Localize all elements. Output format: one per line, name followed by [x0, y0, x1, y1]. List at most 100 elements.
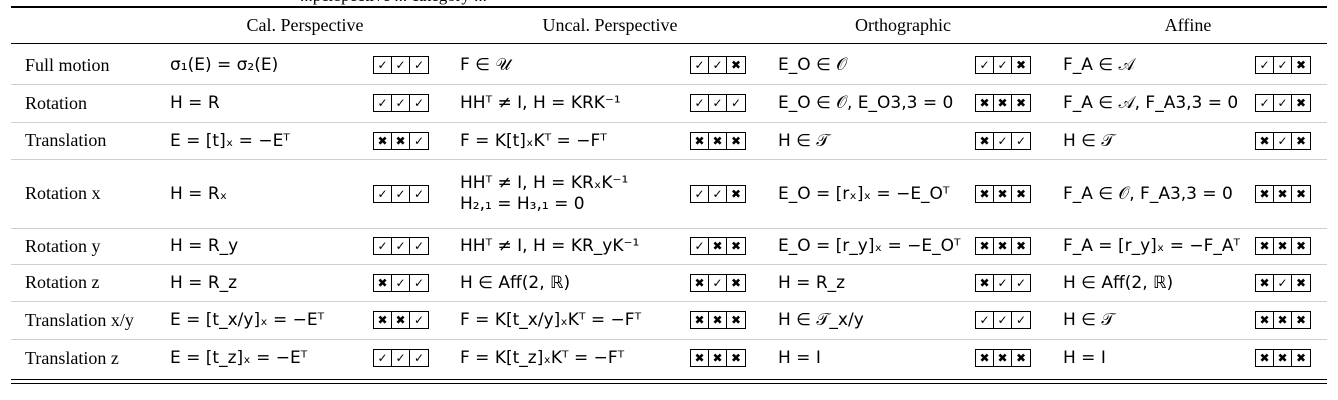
check-icon: ✓	[691, 238, 709, 254]
checkmark-group-affine: ✖ ✓ ✖	[1255, 132, 1311, 150]
checkmark-group-orthographic: ✓ ✓ ✖	[975, 56, 1031, 74]
formula-uncal-perspective: F = K[t_x/y]ₓKᵀ = −Fᵀ	[460, 310, 642, 330]
cross-icon: ✖	[1295, 134, 1307, 148]
table-row: Full motion σ₁(E) = σ₂(E) ✓ ✓ ✓ F ∈ 𝒰 ✓ ✓ ✖ E_O ∈…	[0, 46, 1338, 84]
checkmark-group-affine: ✖ ✖ ✖	[1255, 185, 1311, 203]
formula-cal-perspective: H = R	[170, 93, 220, 113]
cross-icon: ✖	[1015, 187, 1027, 201]
formula-line: H₂,₁ = H₃,₁ = 0	[460, 193, 585, 214]
check-icon: ✓	[392, 95, 410, 111]
checkmark-group-cal-perspective: ✓ ✓ ✓	[373, 237, 429, 255]
check-icon: ✓	[392, 275, 410, 291]
formula-affine: F_A = [r_y]ₓ = −F_Aᵀ	[1063, 236, 1241, 256]
cross-icon: ✖	[392, 133, 410, 149]
check-icon: ✓	[994, 275, 1012, 291]
bottom-rule	[11, 379, 1327, 380]
checkmark-group-orthographic: ✖ ✓ ✓	[975, 274, 1031, 292]
check-icon: ✓	[976, 57, 994, 73]
bottom-rule-double	[11, 383, 1327, 384]
formula-uncal-perspective: HHᵀ ≠ I, H = KRK⁻¹	[460, 93, 621, 113]
check-icon: ✓	[1274, 57, 1292, 73]
check-icon: ✓	[413, 96, 425, 110]
checkmark-group-cal-perspective: ✖ ✖ ✓	[373, 132, 429, 150]
check-icon: ✓	[730, 96, 742, 110]
row-divider	[11, 228, 1327, 229]
formula-cal-perspective: H = Rₓ	[170, 183, 228, 204]
row-label: Translation	[25, 130, 107, 150]
cross-icon: ✖	[1295, 187, 1307, 201]
cross-icon: ✖	[691, 275, 709, 291]
cross-icon: ✖	[730, 239, 742, 253]
check-icon: ✓	[709, 95, 727, 111]
check-icon: ✓	[1274, 275, 1292, 291]
check-icon: ✓	[1256, 57, 1274, 73]
formula-uncal-perspective: F = K[t]ₓKᵀ = −Fᵀ	[460, 130, 607, 151]
check-icon: ✓	[374, 57, 392, 73]
checkmark-group-uncal-perspective: ✖ ✖ ✖	[690, 311, 746, 329]
cross-icon: ✖	[709, 238, 727, 254]
check-icon: ✓	[994, 312, 1012, 328]
cross-icon: ✖	[1274, 312, 1292, 328]
checkmark-group-uncal-perspective: ✖ ✓ ✖	[690, 274, 746, 292]
top-rule	[11, 6, 1327, 8]
formula-orthographic: E_O = [rₓ]ₓ = −E_Oᵀ	[778, 183, 950, 204]
cross-icon: ✖	[976, 350, 994, 366]
formula-cal-perspective: σ₁(E) = σ₂(E)	[170, 55, 279, 75]
checkmark-group-affine: ✓ ✓ ✖	[1255, 94, 1311, 112]
check-icon: ✓	[413, 187, 425, 201]
row-label: Translation x/y	[25, 309, 134, 330]
cross-icon: ✖	[1256, 133, 1274, 149]
checkmark-group-orthographic: ✖ ✖ ✖	[975, 349, 1031, 367]
check-icon: ✓	[413, 58, 425, 72]
formula-orthographic: H = R_z	[778, 272, 846, 293]
cross-icon: ✖	[976, 95, 994, 111]
column-header-affine: Affine	[1164, 15, 1212, 35]
row-label: Full motion	[25, 54, 110, 75]
checkmark-group-orthographic: ✖ ✓ ✓	[975, 132, 1031, 150]
checkmark-group-cal-perspective: ✓ ✓ ✓	[373, 56, 429, 74]
cross-icon: ✖	[1295, 58, 1307, 72]
row-divider	[11, 301, 1327, 302]
cross-icon: ✖	[730, 276, 742, 290]
check-icon: ✓	[1274, 95, 1292, 111]
check-icon: ✓	[374, 95, 392, 111]
cross-icon: ✖	[1295, 351, 1307, 365]
cross-icon: ✖	[691, 350, 709, 366]
check-icon: ✓	[413, 239, 425, 253]
checkmark-group-orthographic: ✖ ✖ ✖	[975, 237, 1031, 255]
checkmark-group-cal-perspective: ✓ ✓ ✓	[373, 185, 429, 203]
check-icon: ✓	[1256, 95, 1274, 111]
cross-icon: ✖	[1256, 350, 1274, 366]
check-icon: ✓	[413, 276, 425, 290]
cross-icon: ✖	[709, 350, 727, 366]
cross-icon: ✖	[392, 312, 410, 328]
cross-icon: ✖	[976, 275, 994, 291]
cross-icon: ✖	[730, 313, 742, 327]
check-icon: ✓	[374, 238, 392, 254]
cross-icon: ✖	[976, 238, 994, 254]
check-icon: ✓	[413, 351, 425, 365]
checkmark-group-orthographic: ✖ ✖ ✖	[975, 94, 1031, 112]
formula-orthographic: H ∈ 𝒯_x/y	[778, 310, 864, 330]
check-icon: ✓	[392, 350, 410, 366]
formula-cal-perspective: E = [t_x/y]ₓ = −Eᵀ	[170, 310, 325, 330]
check-icon: ✓	[1015, 134, 1027, 148]
checkmark-group-affine: ✖ ✖ ✖	[1255, 311, 1311, 329]
checkmark-group-cal-perspective: ✓ ✓ ✓	[373, 94, 429, 112]
check-icon: ✓	[709, 186, 727, 202]
check-icon: ✓	[994, 57, 1012, 73]
checkmark-group-uncal-perspective: ✓ ✖ ✖	[690, 237, 746, 255]
cross-icon: ✖	[976, 186, 994, 202]
column-header-uncal-perspective: Uncal. Perspective	[542, 15, 678, 35]
table-row: Translation E = [t]ₓ = −Eᵀ ✖ ✖ ✓ F = K[t]ₓKᵀ …	[0, 122, 1338, 159]
cross-icon: ✖	[709, 312, 727, 328]
check-icon: ✓	[1015, 276, 1027, 290]
checkmark-group-uncal-perspective: ✖ ✖ ✖	[690, 132, 746, 150]
cross-icon: ✖	[1256, 312, 1274, 328]
check-icon: ✓	[374, 186, 392, 202]
row-divider	[11, 84, 1327, 85]
row-divider	[11, 159, 1327, 160]
